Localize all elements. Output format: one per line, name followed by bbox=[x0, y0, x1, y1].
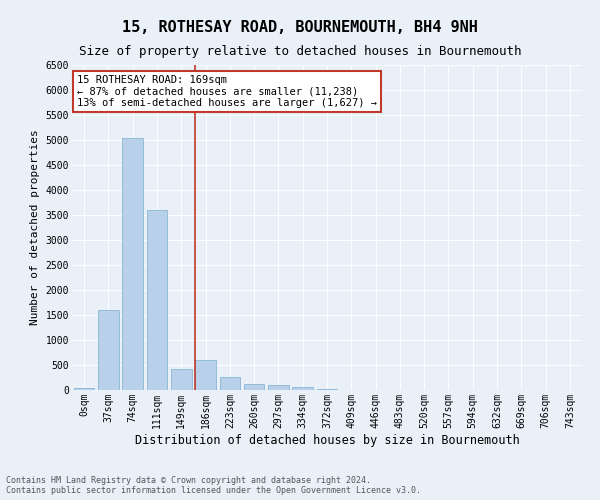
Bar bbox=[74, 388, 94, 390]
Bar bbox=[195, 360, 216, 390]
Y-axis label: Number of detached properties: Number of detached properties bbox=[30, 130, 40, 326]
Bar bbox=[146, 210, 167, 390]
Bar bbox=[317, 389, 337, 390]
Bar bbox=[98, 310, 119, 390]
Bar bbox=[268, 384, 289, 390]
Text: Contains HM Land Registry data © Crown copyright and database right 2024.: Contains HM Land Registry data © Crown c… bbox=[6, 476, 371, 485]
Bar bbox=[220, 376, 240, 390]
Text: 15, ROTHESAY ROAD, BOURNEMOUTH, BH4 9NH: 15, ROTHESAY ROAD, BOURNEMOUTH, BH4 9NH bbox=[122, 20, 478, 35]
X-axis label: Distribution of detached houses by size in Bournemouth: Distribution of detached houses by size … bbox=[134, 434, 520, 446]
Bar bbox=[292, 387, 313, 390]
Text: 15 ROTHESAY ROAD: 169sqm
← 87% of detached houses are smaller (11,238)
13% of se: 15 ROTHESAY ROAD: 169sqm ← 87% of detach… bbox=[77, 74, 377, 108]
Bar bbox=[244, 384, 265, 390]
Bar bbox=[171, 369, 191, 390]
Bar bbox=[122, 138, 143, 390]
Text: Size of property relative to detached houses in Bournemouth: Size of property relative to detached ho… bbox=[79, 45, 521, 58]
Text: Contains public sector information licensed under the Open Government Licence v3: Contains public sector information licen… bbox=[6, 486, 421, 495]
